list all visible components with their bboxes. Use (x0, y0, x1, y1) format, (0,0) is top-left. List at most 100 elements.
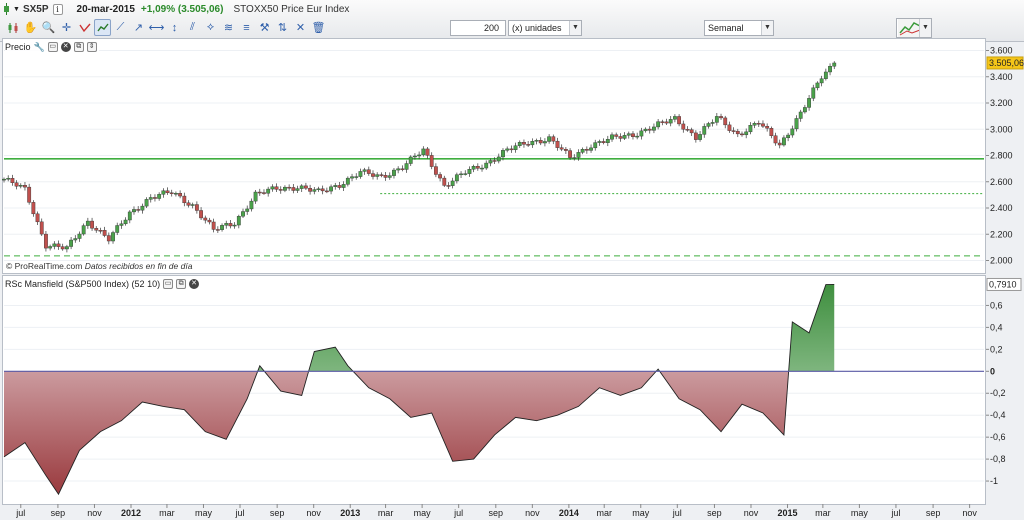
time-tick-label: mar (378, 508, 394, 518)
price-tick-label: 3.400 (990, 72, 1013, 82)
copy-icon[interactable]: ⧉ (176, 279, 187, 289)
horizontal-line-icon[interactable]: ⟷ (148, 22, 165, 34)
candle-body (576, 152, 581, 158)
candle-body (249, 200, 254, 210)
candle-body (270, 186, 275, 190)
candle-body (35, 213, 40, 223)
candle-body (438, 174, 442, 179)
info-icon[interactable]: i (52, 3, 63, 15)
candle-body (647, 128, 652, 131)
candle-body (64, 246, 69, 250)
hand-icon[interactable]: ✋ (23, 22, 38, 34)
zoom-icon[interactable]: 🔍 (41, 22, 56, 34)
chevron-down-icon[interactable]: ▼ (569, 21, 581, 35)
cross-icon[interactable]: ✕ (295, 22, 306, 34)
candle-body (782, 137, 786, 146)
time-tick-label: jul (15, 508, 25, 518)
candlestick-style-icon[interactable] (4, 19, 21, 36)
chart-type-button[interactable]: ▼ (896, 18, 932, 38)
candle-body (404, 163, 409, 170)
candle-body (786, 134, 791, 139)
move-icon[interactable]: ⇕ (86, 42, 97, 52)
symbol-dropdown-icon[interactable]: ▼ (13, 5, 20, 13)
candle-body (207, 219, 212, 223)
time-tick-label: may (195, 508, 213, 518)
time-tick-label: jul (235, 508, 245, 518)
ray-tool-icon[interactable]: ↗ (133, 22, 144, 34)
candle-body (698, 134, 702, 140)
rs-tick-label: -0,8 (990, 454, 1006, 464)
window-icon[interactable]: ▭ (163, 279, 174, 289)
time-tick-label: sep (51, 508, 66, 518)
time-tick-label: sep (926, 508, 941, 518)
mini-chart-icon (898, 19, 922, 37)
candle-body (341, 184, 346, 188)
candle-body (693, 132, 698, 140)
candlestick-icon[interactable] (2, 3, 11, 15)
candle-body (153, 197, 157, 199)
rs-tick-label: -1 (990, 476, 998, 486)
period-select[interactable]: Semanal ▼ (704, 20, 774, 36)
channel-icon[interactable]: ≋ (223, 22, 234, 34)
time-tick-label: jul (890, 508, 900, 518)
candle-body (400, 168, 405, 170)
candle-body (333, 185, 338, 187)
candle-body (752, 123, 757, 126)
units-select[interactable]: (x) unidades ▼ (508, 20, 582, 36)
toolbar: ▼ SX5P i 20-mar-2015 +1,09% (3.505,06) S… (0, 0, 1024, 42)
candle-body (543, 141, 547, 144)
fan-tool-icon[interactable]: ⟡ (206, 21, 215, 33)
arrows-icon[interactable]: ⇅ (277, 22, 288, 34)
candle-body (144, 199, 149, 207)
candle-body (337, 185, 342, 188)
close-icon[interactable]: ✕ (60, 42, 71, 52)
candle-body (433, 166, 438, 175)
candle-body (534, 140, 539, 142)
candle-body (777, 142, 782, 146)
indicator-icon[interactable] (94, 19, 111, 36)
parallel-tool-icon[interactable]: ⫽ (190, 21, 195, 33)
candle-body (421, 148, 426, 156)
line-tool-icon[interactable]: ⟋ (116, 21, 125, 33)
crosshair-icon[interactable]: ✛ (61, 22, 72, 34)
candle-body (547, 136, 552, 142)
candle-body (815, 82, 820, 89)
candle-body (203, 217, 208, 221)
window-icon[interactable]: ▭ (47, 42, 58, 52)
wrench-icon[interactable]: 🔧 (33, 41, 45, 52)
candle-body (383, 175, 388, 178)
price-tick-label: 2.000 (990, 256, 1013, 266)
trendline-red-icon[interactable] (76, 19, 93, 36)
chevron-down-icon[interactable]: ▼ (919, 19, 931, 37)
candle-body (492, 160, 497, 162)
candle-body (639, 130, 644, 137)
candle-body (324, 190, 329, 193)
rs-last-value-tag (986, 277, 1022, 291)
candle-body (316, 188, 321, 191)
units-input[interactable]: 200 (450, 20, 506, 36)
time-tick-label: 2014 (559, 508, 579, 518)
candle-body (94, 228, 99, 231)
close-icon[interactable]: ✕ (189, 279, 200, 289)
candle-body (132, 209, 136, 213)
candle-body (677, 116, 681, 125)
time-tick-label: sep (707, 508, 722, 518)
candle-body (396, 168, 401, 171)
hammer-icon[interactable]: ⚒ (259, 22, 270, 34)
symbol-label[interactable]: SX5P (22, 3, 49, 15)
copy-icon[interactable]: ⧉ (73, 42, 84, 52)
trash-icon[interactable]: 🗑 (311, 22, 326, 34)
candle-body (375, 174, 380, 177)
last-price-label: 3.505,06 (989, 58, 1024, 68)
vertical-line-icon[interactable]: ↕ (171, 21, 178, 34)
fibonacci-icon[interactable]: ≡ (243, 21, 250, 34)
candle-body (597, 141, 602, 143)
candle-body (723, 117, 728, 126)
candle-body (459, 173, 463, 176)
chevron-down-icon[interactable]: ▼ (761, 21, 773, 35)
candle-body (526, 144, 531, 146)
candle-body (735, 130, 740, 135)
time-tick-label: sep (489, 508, 504, 518)
candle-body (765, 126, 770, 129)
